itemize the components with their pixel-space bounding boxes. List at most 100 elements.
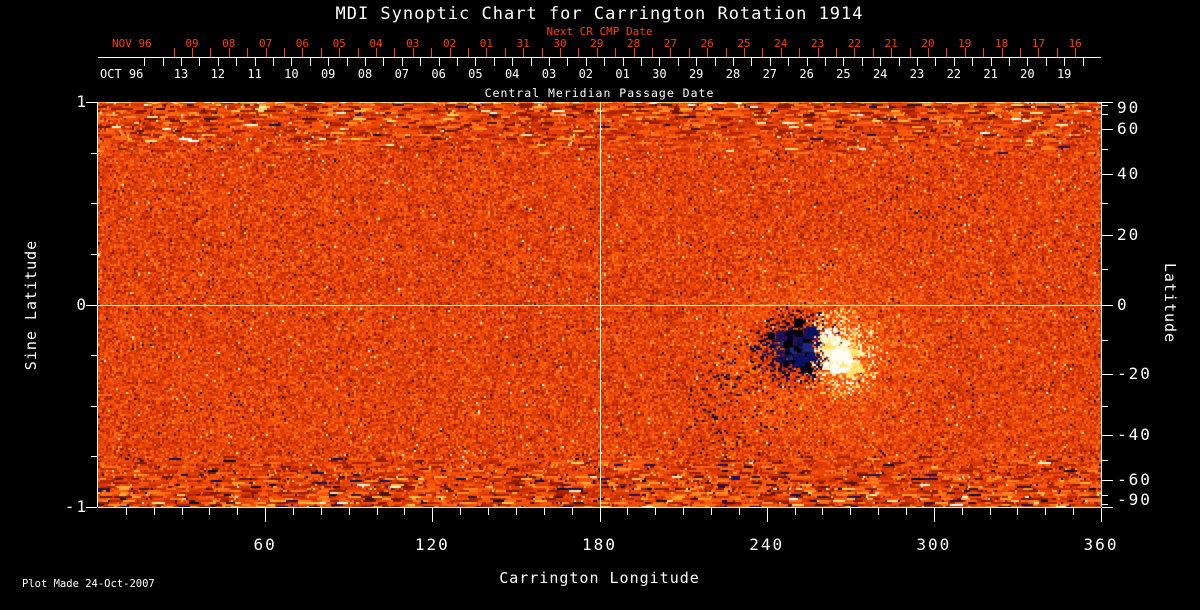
x-minor-tick: [794, 508, 796, 515]
longitude-180-line: [600, 102, 601, 507]
next-cr-tick: [210, 48, 212, 57]
x-major-tick: [766, 508, 768, 522]
x-minor-tick: [376, 508, 378, 515]
y-right-minor-tick: [1102, 114, 1108, 116]
cmp-tick: [806, 58, 808, 66]
x-major-tick: [599, 508, 601, 522]
cmp-tick: [493, 58, 495, 66]
cmp-date-label: 11: [247, 67, 262, 81]
x-minor-tick: [153, 508, 155, 515]
cmp-tick: [549, 58, 550, 66]
y-right-minor-tick: [1102, 339, 1108, 341]
x-tick-label: 360: [1083, 535, 1119, 554]
next-cr-month-label: NOV 96: [112, 37, 152, 50]
y-right-major-tick: [1102, 129, 1113, 131]
next-cr-date-label: 16: [1068, 37, 1082, 50]
cmp-tick: [291, 58, 293, 66]
cmp-tick: [972, 58, 974, 66]
next-cr-date-label: 30: [553, 37, 567, 50]
next-cr-tick: [909, 48, 911, 57]
x-minor-tick: [989, 508, 991, 515]
y-right-minor-tick: [1102, 269, 1108, 271]
y-right-minor-tick: [1102, 503, 1108, 505]
y-right-tick-label: 20: [1117, 225, 1141, 245]
next-cr-tick: [725, 48, 727, 57]
x-minor-tick: [460, 508, 462, 515]
next-cr-tick: [1001, 48, 1003, 57]
next-cr-date-label: 28: [626, 37, 641, 50]
next-cr-tick: [192, 48, 193, 57]
next-cr-tick: [744, 48, 745, 57]
latitude-zero-line: [98, 304, 1101, 306]
y-right-major-tick: [1102, 373, 1113, 375]
y-left-tick-label: 0: [76, 294, 88, 314]
next-cr-date-label: 04: [369, 37, 383, 50]
cmp-tick: [953, 58, 955, 66]
cmp-date-label: 22: [946, 67, 962, 81]
y-left-tick-label: 1: [76, 92, 88, 111]
cmp-tick: [420, 58, 422, 66]
y-right-minor-tick: [1102, 494, 1108, 496]
next-cr-tick: [320, 48, 322, 57]
cmp-tick: [696, 58, 698, 66]
cmp-month-label: OCT 96: [100, 67, 144, 81]
cmp-tick: [622, 58, 624, 66]
next-cr-date-label: 01: [479, 37, 494, 50]
y-left-minor-tick: [91, 203, 97, 205]
x-minor-tick: [1017, 508, 1019, 515]
next-cr-tick: [247, 48, 249, 57]
cmp-tick: [641, 58, 642, 66]
y-left-minor-tick: [91, 152, 97, 154]
next-cr-tick: [560, 48, 561, 57]
cmp-tick: [383, 58, 385, 66]
cmp-date-label: 29: [688, 67, 704, 81]
next-cr-date-label: 17: [1031, 37, 1046, 50]
next-cr-cmp-date-label: Next CR CMP Date: [546, 25, 653, 38]
y-right-major-tick: [1102, 235, 1113, 237]
cmp-date-label: 27: [762, 67, 778, 81]
cmp-axis-title: Central Meridian Passage Date: [484, 86, 715, 100]
cmp-date-label: 10: [284, 67, 299, 81]
cmp-tick: [935, 58, 937, 66]
next-cr-tick: [173, 48, 175, 57]
cmp-date-label: 02: [578, 67, 594, 81]
cmp-tick: [199, 58, 201, 66]
cmp-date-label: 05: [468, 67, 483, 81]
next-cr-date-label: 20: [921, 37, 935, 50]
next-cr-tick: [412, 48, 414, 57]
cmp-tick: [309, 58, 311, 66]
next-cr-tick: [780, 48, 782, 57]
x-minor-tick: [738, 508, 740, 515]
cmp-date-label: 30: [652, 67, 667, 81]
y-right-minor-tick: [1102, 459, 1108, 461]
y-right-tick-label: 60: [1117, 119, 1141, 139]
x-minor-tick: [515, 508, 517, 515]
x-minor-tick: [320, 508, 322, 515]
next-cr-date-label: 24: [774, 37, 788, 50]
next-cr-tick: [964, 48, 966, 57]
x-minor-tick: [627, 508, 629, 515]
y-left-major-tick: [86, 507, 97, 508]
cmp-tick: [1082, 58, 1084, 66]
cmp-tick: [567, 58, 569, 66]
cmp-tick: [438, 58, 440, 66]
cmp-tick: [843, 58, 845, 66]
next-cr-tick: [615, 48, 617, 57]
x-tick-label: 300: [916, 535, 952, 554]
page-title: MDI Synoptic Chart for Carrington Rotati…: [335, 4, 864, 24]
next-cr-tick: [486, 48, 488, 57]
cmp-tick: [769, 58, 771, 66]
cmp-date-label: 07: [394, 67, 410, 81]
next-cr-tick: [394, 48, 396, 57]
x-major-tick: [1101, 508, 1102, 522]
next-cr-date-label: 29: [590, 37, 604, 50]
next-cr-date-label: 05: [332, 37, 346, 50]
next-cr-date-label: 18: [994, 37, 1009, 50]
cmp-tick: [144, 58, 146, 66]
y-right-minor-tick: [1102, 405, 1108, 407]
x-minor-tick: [571, 508, 573, 515]
bottom-axis-line: [98, 507, 1101, 508]
next-cr-tick: [596, 48, 598, 57]
next-cr-tick: [707, 48, 709, 57]
cmp-tick: [861, 58, 863, 66]
